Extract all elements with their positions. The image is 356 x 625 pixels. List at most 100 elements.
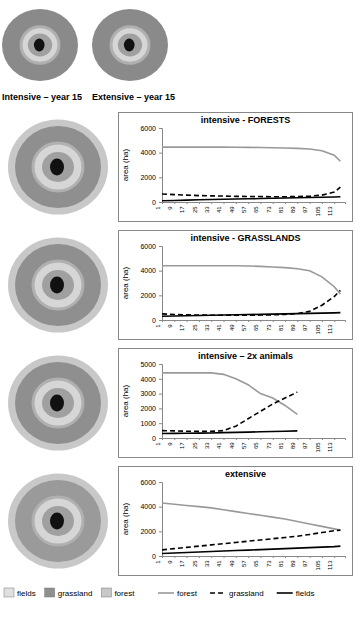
x-tick: 89 <box>290 320 298 331</box>
map <box>8 120 108 215</box>
map-ring <box>33 143 83 191</box>
x-tick-label: 41 <box>216 206 222 213</box>
series-line <box>162 266 340 294</box>
y-tick-label: 5000 <box>140 361 156 368</box>
map-legend-swatch <box>45 588 55 597</box>
x-tick: 57 <box>241 320 249 331</box>
lines <box>162 373 297 434</box>
y-tick-label: 2000 <box>140 174 156 181</box>
map-legend: fieldsgrasslandforest <box>4 588 135 598</box>
map-center <box>118 34 142 57</box>
x-tick-label: 65 <box>253 324 259 331</box>
map-land <box>8 238 108 333</box>
x-tick: 57 <box>241 438 249 449</box>
x-tick: 81 <box>278 438 286 449</box>
x-tick: 73 <box>266 438 274 449</box>
y-tick: 4000 <box>140 376 162 383</box>
x-tick-label: 49 <box>229 560 235 567</box>
y-tick-mark <box>159 295 162 296</box>
map-center <box>42 152 74 182</box>
x-tick-label: 33 <box>204 324 210 331</box>
x-tick-label: 81 <box>278 324 284 331</box>
x-tick-mark <box>322 438 323 440</box>
x-tick-mark <box>211 202 212 204</box>
x-tick: 89 <box>290 556 298 567</box>
legend: forestgrasslandfields <box>158 589 314 598</box>
y-tick: 2000 <box>140 405 162 412</box>
chart-title: intensive – 2x animals <box>198 351 293 361</box>
x-tick-label: 97 <box>302 442 308 449</box>
x-tick: 81 <box>278 556 286 567</box>
y-tick-mark <box>159 320 162 321</box>
x-tick: 1 <box>155 202 163 210</box>
x-tick: 81 <box>278 320 286 331</box>
x-tick-mark <box>224 320 225 322</box>
x-axis-line <box>163 557 346 559</box>
x-tick-label: 9 <box>167 206 173 210</box>
x-tick-mark <box>297 202 298 204</box>
x-tick: 65 <box>253 556 261 567</box>
x-tick-mark <box>162 438 163 440</box>
x-tick-mark <box>322 556 323 558</box>
y-tick-mark <box>159 128 162 129</box>
legend-item: fields <box>277 589 315 598</box>
figure: Intensive – year 15Extensive – year 1502… <box>0 0 356 625</box>
y-tick-mark <box>159 556 162 557</box>
y-axis-line <box>159 247 163 321</box>
legend-swatch <box>210 592 226 594</box>
x-tick-mark <box>273 320 274 322</box>
x-tick-mark <box>334 556 335 558</box>
y-tick: 0 <box>152 553 162 560</box>
x-tick: 73 <box>266 202 274 213</box>
chart-title: intensive - FORESTS <box>201 115 291 125</box>
map-land <box>8 356 108 451</box>
y-tick: 3000 <box>140 390 162 397</box>
x-tick-label: 41 <box>216 560 222 567</box>
x-tick-mark <box>224 202 225 204</box>
chart-title: intensive - GRASSLANDS <box>190 233 300 243</box>
x-tick-label: 89 <box>290 442 296 449</box>
x-tick-mark <box>174 556 175 558</box>
x-tick: 25 <box>192 438 200 449</box>
x-tick-mark <box>211 556 212 558</box>
x-tick: 17 <box>179 556 187 567</box>
x-tick: 73 <box>266 556 274 567</box>
x-axis-line <box>163 203 346 205</box>
y-axis-title: area (ha) <box>121 148 130 181</box>
x-tick: 73 <box>266 320 274 331</box>
x-tick-mark <box>260 438 261 440</box>
x-tick-mark <box>236 438 237 440</box>
x-tick: 81 <box>278 202 286 213</box>
x-tick-label: 73 <box>266 560 272 567</box>
y-tick-mark <box>159 379 162 380</box>
x-tick: 9 <box>167 320 175 328</box>
x-tick-label: 113 <box>327 560 333 570</box>
y-tick-mark <box>159 438 162 439</box>
x-tick: 25 <box>192 202 200 213</box>
x-tick-label: 65 <box>253 442 259 449</box>
x-tick-mark <box>174 202 175 204</box>
x-tick-mark <box>285 202 286 204</box>
x-tick-label: 33 <box>204 442 210 449</box>
x-tick-mark <box>248 556 249 558</box>
x-tick: 49 <box>229 556 237 567</box>
y-axis-title: area (ha) <box>121 266 130 299</box>
legend-label: forest <box>177 589 198 598</box>
y-tick-mark <box>159 423 162 424</box>
map-hole <box>34 39 45 52</box>
x-tick: 113 <box>327 556 335 570</box>
x-tick: 9 <box>167 556 175 564</box>
x-tick: 105 <box>315 556 323 570</box>
lines <box>162 147 340 201</box>
x-tick: 33 <box>204 320 212 331</box>
x-tick: 41 <box>216 320 224 331</box>
map-ring <box>111 27 149 63</box>
x-tick: 89 <box>290 202 298 213</box>
x-tick-label: 17 <box>179 324 185 331</box>
y-tick: 5000 <box>140 361 162 368</box>
map-legend-item: fields <box>4 588 36 598</box>
x-tick: 105 <box>315 202 323 216</box>
y-tick: 4000 <box>140 149 162 156</box>
x-tick-mark <box>273 438 274 440</box>
map-land <box>2 9 78 81</box>
